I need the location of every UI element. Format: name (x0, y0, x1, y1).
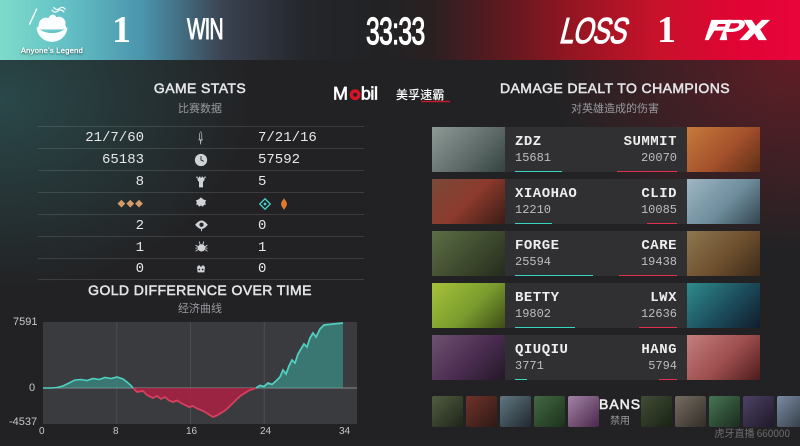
svg-text:bil: bil (361, 84, 378, 104)
svg-text:美孚速霸: 美孚速霸 (396, 86, 445, 103)
svg-text:M: M (333, 84, 348, 104)
